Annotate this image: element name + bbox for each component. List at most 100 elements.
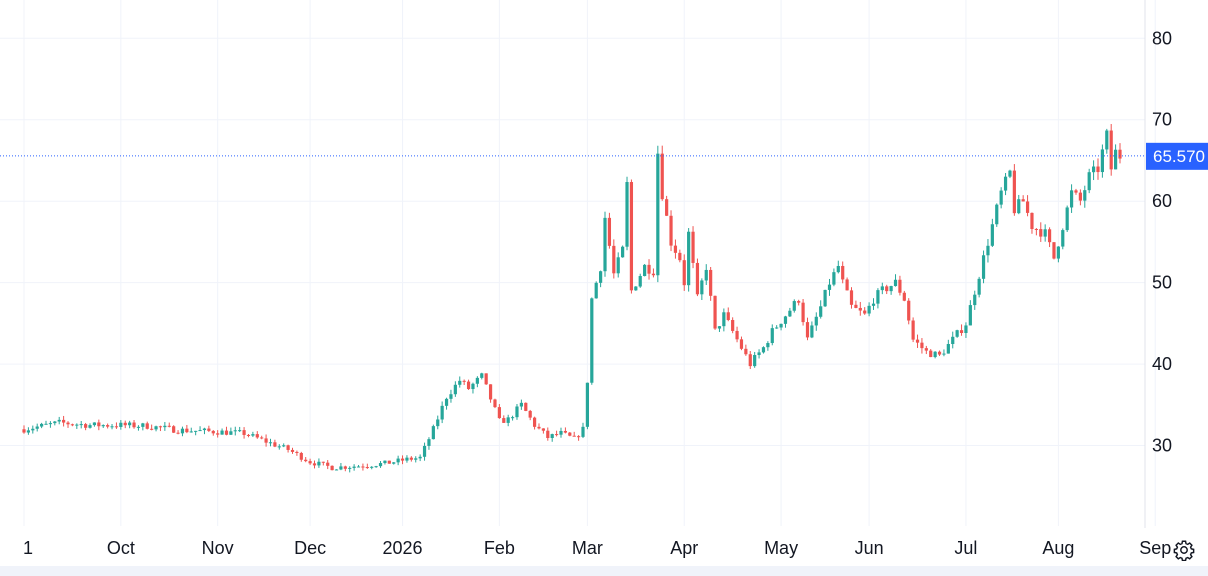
candle <box>867 302 871 317</box>
candle <box>22 425 26 434</box>
candle-body <box>1052 242 1056 259</box>
candle <box>757 349 761 359</box>
candle-body <box>990 224 994 246</box>
x-tick-label: Apr <box>670 538 698 558</box>
candle-body <box>66 422 70 425</box>
candle-body <box>233 430 237 432</box>
candle-body <box>625 182 629 247</box>
candle <box>519 399 523 410</box>
candle-body <box>40 423 44 427</box>
candle <box>471 382 475 394</box>
candle-body <box>995 204 999 225</box>
candle-body <box>1078 192 1082 201</box>
candle-body <box>264 438 268 443</box>
candle <box>907 298 911 325</box>
candle <box>365 463 369 469</box>
candle <box>973 290 977 310</box>
candle <box>955 329 959 338</box>
candle-body <box>224 430 229 435</box>
candle <box>150 424 154 431</box>
candle-body <box>88 425 92 428</box>
candle-body <box>682 260 686 286</box>
candle-body <box>26 430 31 433</box>
candle <box>607 212 612 249</box>
candle <box>1030 212 1034 234</box>
candle-body <box>330 465 334 471</box>
candle-body <box>937 351 942 355</box>
candle <box>616 252 620 278</box>
x-tick-label: Dec <box>294 538 326 558</box>
candle <box>731 317 735 334</box>
candle <box>691 226 695 269</box>
candle-body <box>797 301 801 303</box>
candle-body <box>594 282 598 299</box>
candle <box>1012 164 1016 216</box>
grid <box>0 0 1156 526</box>
candle <box>330 465 334 471</box>
candle <box>739 336 744 351</box>
candle <box>643 264 647 277</box>
candle-body <box>282 445 286 447</box>
candle-body <box>1100 149 1104 173</box>
last-price-tag: 65.570 <box>1146 142 1208 170</box>
candle-body <box>911 320 915 340</box>
time-axis[interactable]: 1 Oct Nov Dec 2026 Feb Mar Apr May Jun Jul Aug Sep <box>23 538 1171 558</box>
candle <box>119 420 123 430</box>
candle-body <box>524 402 528 411</box>
candle <box>233 426 237 436</box>
candle-body <box>629 182 634 291</box>
candle-body <box>981 255 986 279</box>
candle-body <box>568 432 572 436</box>
price-axis[interactable]: 30 40 50 60 70 80 <box>1152 28 1172 455</box>
candle <box>713 295 717 330</box>
candle-body <box>612 245 616 274</box>
candle-body <box>1043 229 1047 237</box>
x-tick-label: Aug <box>1042 538 1074 558</box>
candle <box>550 433 554 442</box>
candle-body <box>383 460 387 464</box>
candle <box>167 422 171 428</box>
candle <box>638 273 642 288</box>
candle <box>1065 205 1069 232</box>
candle-body <box>1091 166 1096 173</box>
candle-body <box>1109 130 1113 170</box>
candle <box>497 404 501 419</box>
candle-body <box>427 439 431 446</box>
candle-body <box>220 430 224 435</box>
candle <box>814 312 818 331</box>
candle-body <box>735 330 739 340</box>
candle <box>805 317 810 341</box>
candle <box>968 300 972 326</box>
candle <box>79 420 83 429</box>
candle <box>378 461 383 468</box>
candle-body <box>62 419 66 423</box>
candle-body <box>506 417 510 423</box>
candle <box>924 345 928 355</box>
candle <box>1118 143 1122 164</box>
candle <box>665 195 669 217</box>
candle <box>722 308 726 332</box>
candle-body <box>462 380 466 382</box>
candle-body <box>436 419 440 427</box>
candle-body <box>510 417 515 419</box>
candle-body <box>959 330 964 333</box>
candle <box>1034 228 1038 236</box>
candle-body <box>75 424 79 426</box>
candle-body <box>577 436 581 438</box>
candle <box>766 341 770 351</box>
candle <box>277 444 281 450</box>
candle-body <box>827 284 832 290</box>
candle-body <box>308 461 312 464</box>
candle <box>709 266 713 301</box>
candle <box>770 324 774 346</box>
candle <box>110 424 114 430</box>
candle <box>334 469 339 471</box>
candle <box>937 350 942 357</box>
candle-body <box>999 190 1003 205</box>
candle-body <box>189 431 193 433</box>
gear-icon[interactable] <box>1170 536 1198 564</box>
candle <box>326 460 330 470</box>
candle <box>695 258 700 297</box>
candle <box>1039 222 1043 242</box>
